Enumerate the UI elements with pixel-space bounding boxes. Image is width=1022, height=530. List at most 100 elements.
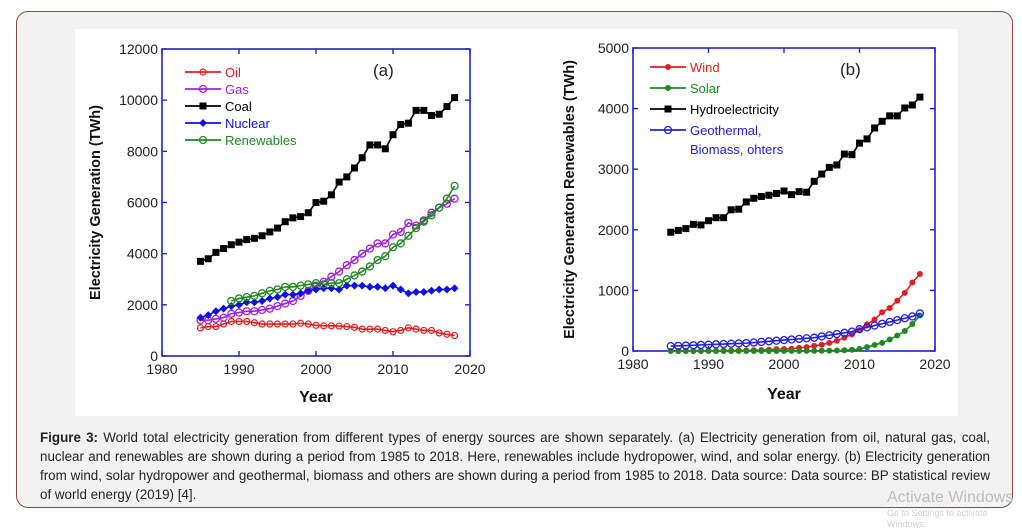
data-point	[273, 320, 282, 328]
data-point	[312, 321, 320, 329]
data-point	[342, 281, 351, 290]
data-point	[396, 227, 405, 237]
data-point	[871, 341, 878, 348]
series-geothermal	[666, 309, 925, 351]
data-point	[404, 231, 413, 240]
data-point	[373, 255, 382, 265]
data-point	[343, 173, 351, 181]
series-line	[200, 97, 456, 263]
data-point	[335, 322, 343, 330]
data-point	[373, 282, 382, 291]
data-point	[397, 326, 405, 335]
data-point	[825, 331, 834, 340]
panel-label: (b)	[840, 60, 861, 79]
data-point	[350, 323, 359, 331]
data-point	[893, 112, 901, 120]
y-tick-label: 6000	[127, 195, 158, 211]
data-point	[373, 239, 382, 248]
data-point	[682, 225, 690, 233]
data-point	[712, 214, 720, 222]
data-point	[304, 280, 313, 289]
x-tick-label: 2020	[454, 361, 485, 377]
data-point	[334, 278, 344, 288]
data-point	[266, 320, 274, 328]
data-point	[365, 282, 374, 291]
data-point	[327, 191, 335, 199]
data-point	[727, 206, 735, 214]
caption-label: Figure 3:	[40, 430, 99, 445]
data-point	[342, 261, 351, 270]
data-point	[419, 217, 428, 226]
data-point	[743, 348, 750, 354]
data-point	[796, 347, 803, 354]
data-point	[886, 304, 893, 311]
data-point	[908, 101, 916, 109]
data-point	[320, 322, 328, 330]
series-oil	[196, 317, 459, 340]
legend-marker	[199, 102, 207, 110]
data-point	[389, 131, 397, 139]
data-point	[235, 317, 243, 326]
data-point	[909, 279, 916, 286]
y-tick-label: 2000	[598, 222, 629, 238]
data-point	[242, 307, 251, 316]
data-point	[886, 112, 894, 120]
data-point	[450, 284, 459, 293]
data-point	[818, 341, 825, 348]
data-point	[428, 112, 435, 120]
data-point	[404, 218, 413, 228]
data-point	[350, 271, 359, 280]
data-point	[296, 281, 305, 290]
data-point	[847, 327, 857, 336]
data-point	[404, 289, 413, 298]
data-point	[885, 317, 894, 327]
data-point	[297, 319, 305, 327]
data-point	[840, 150, 848, 158]
y-tick-label: 5000	[598, 40, 629, 56]
data-point	[443, 330, 451, 338]
data-point	[435, 285, 444, 294]
x-tick-label: 2000	[768, 356, 799, 372]
legend-label: Gas	[225, 82, 249, 97]
series-line	[670, 96, 921, 234]
series-coal	[197, 94, 459, 265]
data-point	[757, 192, 765, 200]
y-tick-label: 2000	[127, 297, 158, 313]
data-point	[825, 163, 833, 171]
data-point	[435, 329, 443, 337]
data-point	[250, 234, 258, 242]
data-point	[250, 298, 259, 307]
x-tick-label: 2010	[377, 361, 408, 377]
data-point	[848, 346, 855, 353]
data-point	[758, 348, 765, 354]
data-point	[856, 139, 863, 147]
data-point	[250, 307, 259, 316]
data-point	[358, 249, 367, 258]
data-point	[227, 309, 236, 318]
data-point	[234, 294, 244, 303]
data-point	[258, 296, 267, 305]
data-point	[871, 124, 879, 132]
data-point	[358, 267, 367, 276]
data-point	[817, 332, 826, 341]
data-point	[713, 348, 720, 354]
data-point	[435, 110, 443, 118]
data-point	[327, 278, 336, 288]
data-point	[227, 317, 235, 326]
data-point	[765, 191, 773, 199]
series-line	[200, 320, 455, 337]
series-solar	[667, 312, 923, 354]
data-point	[435, 203, 444, 212]
data-point	[334, 267, 344, 276]
data-point	[297, 213, 305, 221]
data-point	[697, 348, 704, 354]
legend: Wind Solar Hydroelectricity Geothermal, Biom…	[650, 60, 784, 157]
data-point	[811, 347, 818, 354]
data-point	[212, 248, 220, 256]
x-tick-label: 1990	[223, 361, 254, 377]
data-point	[427, 326, 436, 335]
y-tick-label: 0	[150, 348, 158, 364]
y-tick-label: 1000	[598, 282, 629, 298]
data-point	[196, 313, 205, 322]
data-point	[311, 278, 321, 288]
